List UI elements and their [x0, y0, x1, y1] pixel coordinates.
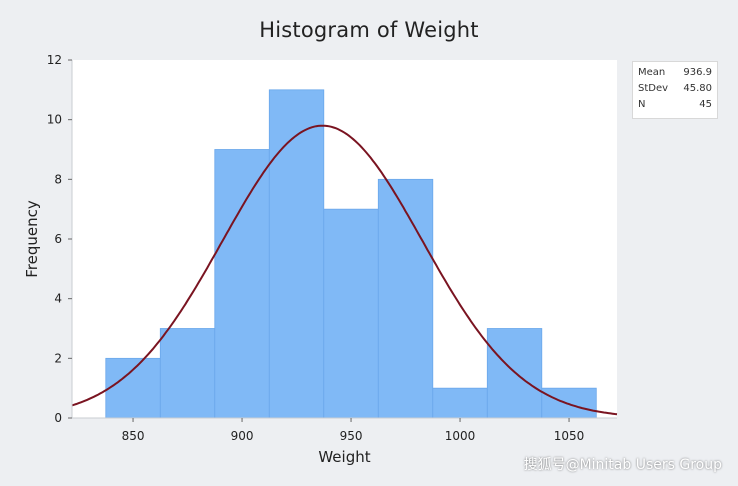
y-tick-label: 0: [54, 411, 62, 425]
x-tick-label: 1050: [554, 429, 585, 443]
stat-value-mean: 936.9: [683, 67, 712, 78]
stat-row-mean: Mean 936.9: [638, 67, 712, 81]
y-tick-label: 6: [54, 232, 62, 246]
stat-row-stdev: StDev 45.80: [638, 83, 712, 97]
stat-value-n: 45: [699, 99, 712, 110]
y-tick-label: 12: [47, 53, 62, 67]
x-tick-label: 850: [122, 429, 145, 443]
stat-row-n: N 45: [638, 99, 712, 113]
histogram-bar: [268, 89, 325, 419]
x-tick-label: 900: [231, 429, 254, 443]
stat-label-mean: Mean: [638, 67, 666, 78]
stat-value-stdev: 45.80: [683, 83, 712, 94]
stats-legend: Mean 936.9 StDev 45.80 N 45: [632, 61, 718, 119]
histogram-bar: [323, 208, 379, 419]
y-tick-label: 10: [47, 113, 62, 127]
y-tick-label: 2: [54, 351, 62, 365]
y-tick-label: 8: [54, 172, 62, 186]
histogram-bar: [105, 357, 161, 419]
histogram-bar: [377, 178, 434, 419]
normal-fit-curve: [71, 124, 618, 416]
x-tick-label: 950: [340, 429, 363, 443]
watermark: 搜狐号@Minitab Users Group: [523, 457, 722, 473]
stat-label-stdev: StDev: [638, 83, 669, 94]
y-axis-label: Frequency: [23, 200, 41, 278]
y-tick-label: 4: [54, 292, 62, 306]
stat-label-n: N: [638, 99, 646, 110]
histogram-bar: [159, 328, 216, 419]
x-tick-label: 1000: [445, 429, 476, 443]
histogram-bar: [214, 149, 270, 419]
histogram-bar: [432, 387, 488, 419]
x-axis-label: Weight: [318, 448, 370, 466]
chart-title: Histogram of Weight: [259, 18, 479, 42]
